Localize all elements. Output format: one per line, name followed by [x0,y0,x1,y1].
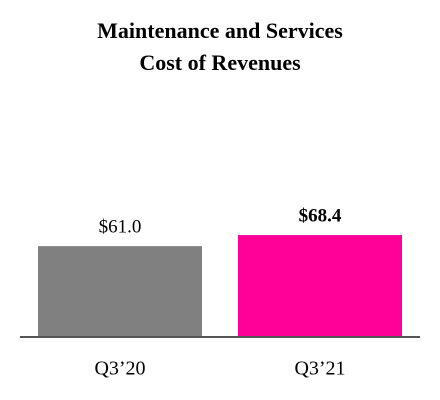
chart-title: Maintenance and Services [97,18,343,43]
bar [38,246,202,337]
chart-title: Cost of Revenues [139,50,301,75]
x-tick-label: Q3’21 [294,358,345,380]
bar [238,235,402,337]
x-tick-label: Q3’20 [94,358,145,380]
value-label: $61.0 [99,216,142,237]
value-label: $68.4 [299,205,342,226]
